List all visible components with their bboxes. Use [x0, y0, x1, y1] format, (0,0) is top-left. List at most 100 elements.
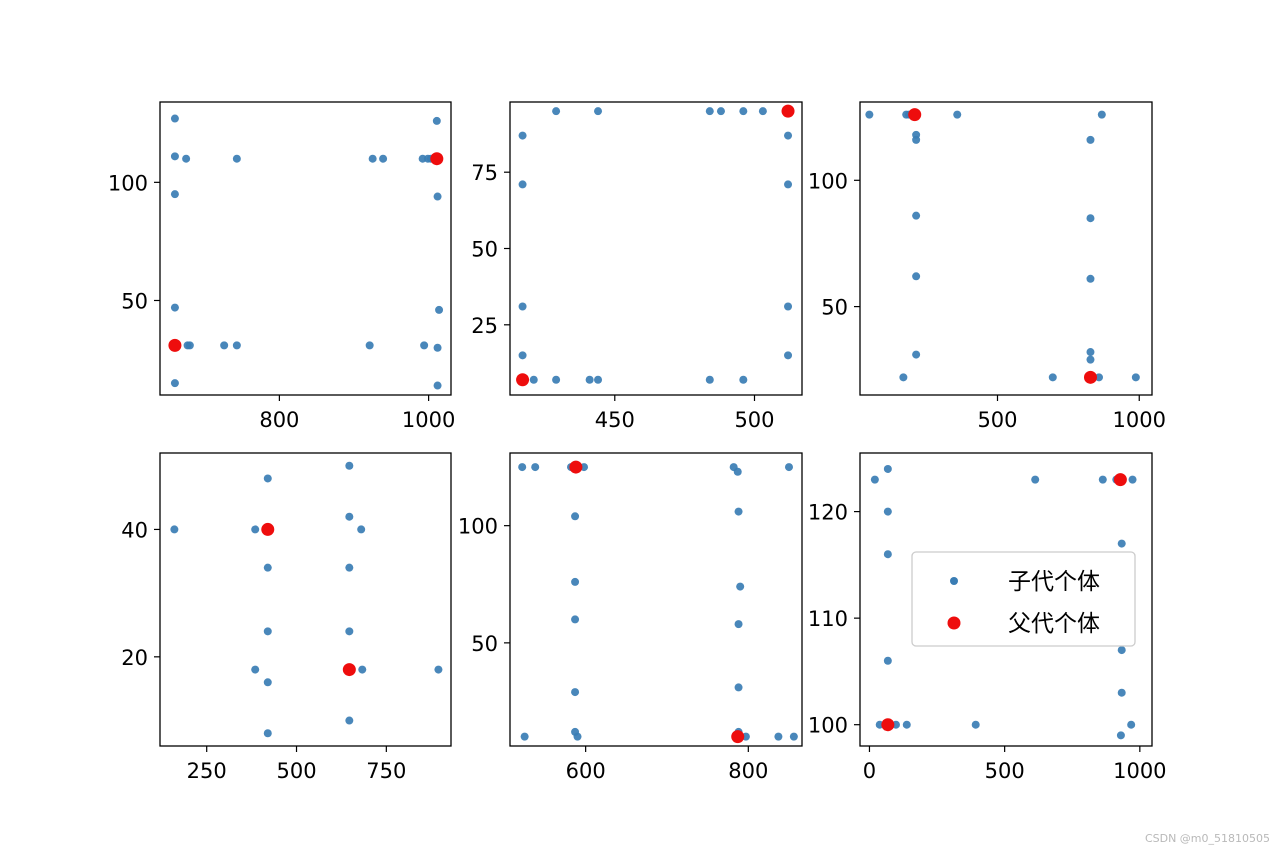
child-point [705, 375, 714, 384]
child-point [432, 116, 441, 125]
child-point [185, 341, 194, 350]
child-point [883, 550, 892, 559]
child-point [1094, 373, 1103, 382]
child-point [232, 154, 241, 163]
child-point [734, 507, 743, 516]
child-point [251, 665, 260, 674]
axes-frame [509, 452, 803, 747]
parent-point [168, 338, 182, 352]
x-tick-label: 500 [734, 408, 774, 432]
subplot-4: 250 500 750 20 40 [121, 452, 452, 783]
child-point [529, 375, 538, 384]
parent-point [430, 152, 444, 166]
child-point [263, 729, 272, 738]
subplot-5: 600 800 50 100 [458, 452, 803, 783]
child-point [1116, 731, 1125, 740]
y-tick-label: 110 [808, 607, 848, 631]
subplot-6: 0 500 1000 100 110 120 [808, 452, 1167, 783]
child-point [899, 373, 908, 382]
y-tick-label: 120 [808, 501, 848, 525]
child-point [789, 732, 798, 741]
child-point [758, 107, 767, 116]
axes-frame [509, 101, 803, 396]
child-point [433, 343, 442, 352]
child-point [784, 351, 793, 360]
child-point [912, 135, 921, 144]
child-point [433, 381, 442, 390]
parent-point [342, 663, 356, 677]
child-point [912, 211, 921, 220]
child-point [263, 474, 272, 483]
child-point [1127, 720, 1136, 729]
watermark: CSDN @m0_51810505 [1144, 832, 1270, 845]
child-point [552, 375, 561, 384]
legend-child-marker [950, 577, 958, 585]
subplot-2: 450 500 25 50 75 [471, 101, 803, 432]
child-point [784, 131, 793, 140]
child-point [518, 180, 527, 189]
x-tick-label: 750 [366, 759, 406, 783]
child-point [435, 305, 444, 314]
child-point [182, 154, 191, 163]
x-tick-label: 500 [977, 408, 1017, 432]
child-point [883, 656, 892, 665]
child-point [520, 732, 529, 741]
child-point [953, 110, 962, 119]
y-tick-label: 100 [458, 515, 498, 539]
child-point [379, 154, 388, 163]
child-point [1131, 373, 1140, 382]
child-point [573, 732, 582, 741]
x-tick-label: 800 [728, 759, 768, 783]
child-point [784, 180, 793, 189]
child-point [170, 152, 179, 161]
child-point [232, 341, 241, 350]
child-point [912, 272, 921, 281]
child-point [733, 467, 742, 476]
y-tick-label: 75 [471, 161, 498, 185]
child-point [705, 107, 714, 116]
child-point [571, 512, 580, 521]
child-point [736, 582, 745, 591]
axes-frame [159, 101, 452, 396]
child-point [1117, 646, 1126, 655]
child-point [170, 525, 179, 534]
y-tick-label: 100 [808, 714, 848, 738]
y-tick-label: 100 [808, 169, 848, 193]
y-tick-label: 50 [471, 632, 498, 656]
y-tick-label: 40 [121, 518, 148, 542]
y-tick-label: 50 [471, 238, 498, 262]
child-point [774, 732, 783, 741]
subplot-1: 800 1000 50 100 [108, 101, 455, 432]
parent-point [731, 730, 745, 744]
child-point [571, 577, 580, 586]
child-point [1086, 355, 1095, 364]
child-point [368, 154, 377, 163]
child-point [518, 351, 527, 360]
child-point [971, 720, 980, 729]
child-point [220, 341, 229, 350]
x-tick-label: 250 [187, 759, 227, 783]
parent-point [1113, 473, 1127, 487]
x-tick-label: 450 [595, 408, 635, 432]
y-tick-label: 25 [471, 314, 498, 338]
child-point [883, 464, 892, 473]
parent-point [781, 104, 795, 118]
child-point [434, 665, 443, 674]
child-point [912, 350, 921, 359]
x-tick-label: 500 [276, 759, 316, 783]
child-point [1086, 135, 1095, 144]
child-point [902, 720, 911, 729]
child-point [518, 131, 527, 140]
x-tick-label: 1000 [1113, 759, 1166, 783]
child-point [170, 190, 179, 199]
legend-box [911, 551, 1136, 647]
child-point [1086, 214, 1095, 223]
child-point [251, 525, 260, 534]
axes-frame [859, 101, 1153, 396]
legend-parent-label: 父代个体 [1008, 611, 1100, 637]
child-point [1048, 373, 1057, 382]
legend-parent-marker [947, 616, 961, 630]
child-point [358, 665, 367, 674]
child-point [870, 475, 879, 484]
